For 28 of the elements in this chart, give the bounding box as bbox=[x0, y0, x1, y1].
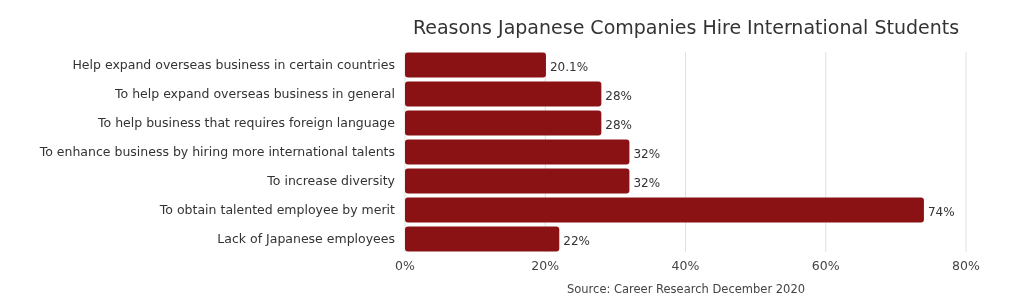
bar bbox=[405, 110, 602, 136]
bar bbox=[405, 139, 630, 165]
data-label: 32% bbox=[633, 176, 661, 191]
data-label: 20.1% bbox=[549, 60, 589, 75]
data-label: 28% bbox=[605, 118, 633, 133]
x-tick-label: 0% bbox=[395, 258, 416, 273]
bar bbox=[405, 226, 560, 252]
bar bbox=[405, 197, 924, 223]
bar bbox=[405, 52, 546, 78]
data-label: 22% bbox=[563, 234, 590, 249]
data-label: 32% bbox=[633, 147, 661, 162]
source-note: Source: Career Research December 2020 bbox=[566, 282, 806, 296]
y-tick-label: To help business that requires foreign language bbox=[97, 115, 396, 131]
y-tick-label: Lack of Japanese employees bbox=[217, 231, 395, 247]
x-tick-label: 80% bbox=[952, 258, 981, 273]
data-label: 74% bbox=[927, 205, 955, 220]
y-tick-label: Help expand overseas business in certain countries bbox=[72, 57, 395, 73]
y-tick-label: To increase diversity bbox=[266, 173, 396, 189]
y-tick-label: To enhance business by hiring more international talents bbox=[38, 144, 395, 160]
x-tick-label: 20% bbox=[531, 258, 560, 273]
x-tick-label: 40% bbox=[671, 258, 700, 273]
x-tick-label: 60% bbox=[811, 258, 840, 273]
y-tick-label: To help expand overseas business in general bbox=[114, 86, 395, 102]
y-tick-label: To obtain talented employee by merit bbox=[158, 202, 396, 218]
bar bbox=[405, 168, 630, 194]
bar bbox=[405, 81, 602, 107]
data-label: 28% bbox=[605, 89, 633, 104]
chart-title: Reasons Japanese Companies Hire International Students bbox=[412, 16, 960, 38]
